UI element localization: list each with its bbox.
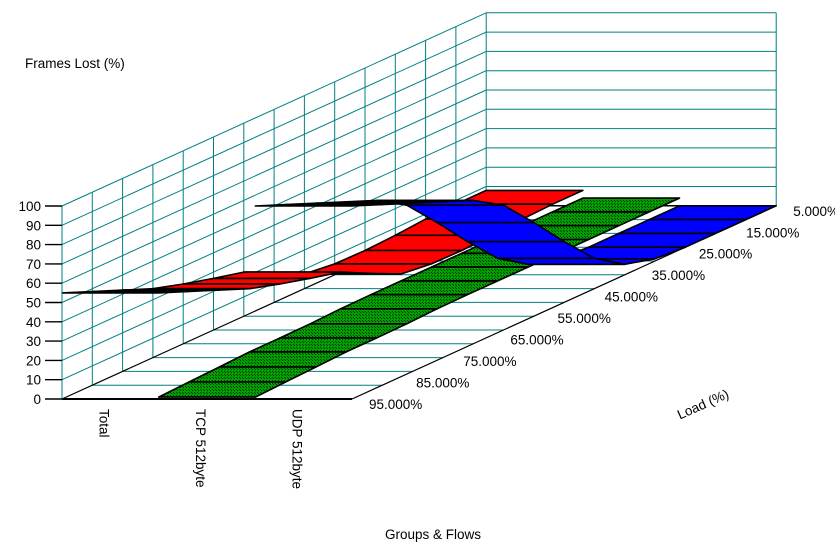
y-axis-title: Frames Lost (%) [25, 56, 125, 71]
ribbon-segment-udp-512byte [648, 205, 778, 221]
ribbon-segment-tcp-512byte [218, 351, 348, 368]
load-tick-label: 85.000% [416, 376, 469, 391]
category-label: Total [96, 409, 111, 438]
load-tick-label: 75.000% [463, 354, 516, 369]
y-tick-label: 20 [26, 353, 41, 368]
ribbon-segment-udp-512byte [618, 218, 747, 235]
load-tick-label: 35.000% [652, 268, 705, 283]
load-tick-label: 5.000% [793, 204, 835, 219]
y-tick-label: 70 [26, 257, 41, 272]
ribbon-segment-tcp-512byte [521, 211, 651, 227]
ribbon-segment-udp-512byte [254, 203, 384, 207]
y-tick-label: 60 [26, 276, 41, 291]
ribbon-segment-tcp-512byte [339, 293, 469, 310]
ribbon-segment-total [61, 290, 190, 294]
load-tick-label: 25.000% [699, 247, 752, 262]
load-tick-label: 95.000% [369, 397, 422, 412]
ribbon-segment-tcp-512byte [369, 280, 499, 296]
ribbon-segment-tcp-512byte [551, 197, 681, 213]
ribbon-segment-tcp-512byte [400, 266, 529, 282]
category-label: UDP 512byte [290, 409, 305, 489]
x-axis-title: Groups & Flows [385, 527, 482, 542]
ribbon-segment-tcp-512byte [309, 307, 438, 325]
load-tick-label: 65.000% [510, 333, 563, 348]
y-tick-label: 100 [18, 199, 41, 214]
ribbon-segment-udp-512byte [587, 232, 717, 248]
y-tick-label: 90 [26, 218, 41, 233]
load-tick-label: 45.000% [605, 290, 658, 305]
ribbon-segment-tcp-512byte [279, 322, 408, 339]
ribbon-segment-tcp-512byte [157, 381, 287, 398]
y-tick-label: 50 [26, 296, 41, 311]
y-tick-label: 30 [26, 334, 41, 349]
y-tick-label: 0 [33, 392, 41, 407]
load-tick-label: 55.000% [558, 311, 611, 326]
ribbon-segment-tcp-512byte [188, 366, 317, 383]
y-tick-label: 40 [26, 315, 41, 330]
load-tick-label: 15.000% [746, 225, 799, 240]
ribbon-segment-total [182, 277, 312, 285]
y-tick-label: 80 [26, 238, 41, 253]
ribbon-segment-tcp-512byte [248, 337, 378, 353]
ribbon-segment-total [212, 271, 342, 280]
category-label: TCP 512byte [193, 409, 208, 488]
y-tick-label: 10 [26, 373, 41, 388]
